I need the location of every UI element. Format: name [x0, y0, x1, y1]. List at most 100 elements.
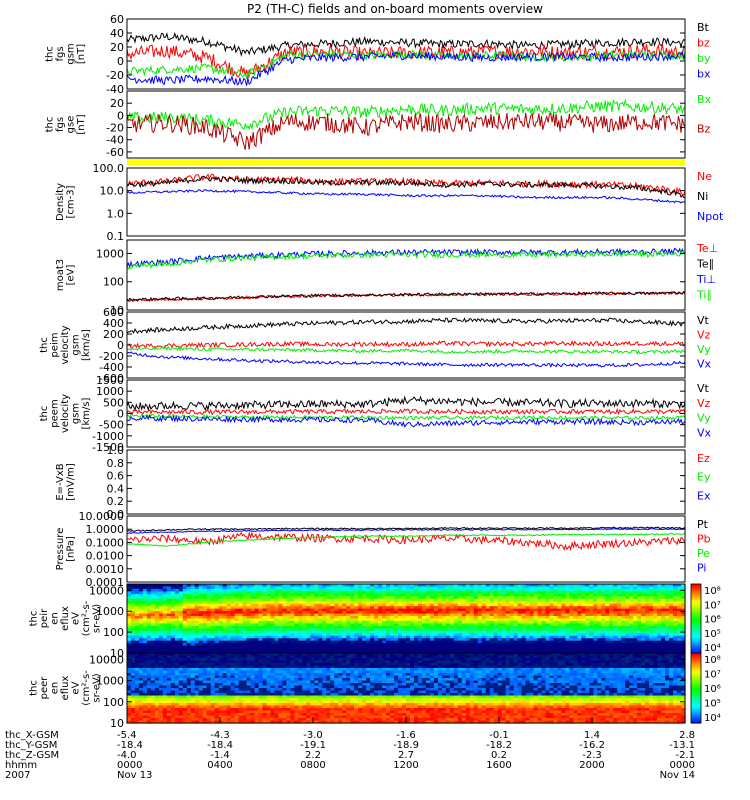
spectrogram-cell	[390, 643, 395, 647]
spectrogram-cell	[178, 710, 184, 714]
spectrogram-cell	[390, 598, 395, 602]
spectrogram-cell	[194, 645, 200, 649]
spectrogram-cell	[146, 715, 152, 719]
spectrogram-cell	[481, 628, 487, 632]
spectrogram-cell	[282, 611, 288, 615]
spectrogram-cell	[210, 584, 216, 588]
spectrogram-cell	[681, 623, 686, 627]
legend-label: Te⊥	[696, 242, 718, 255]
spectrogram-cell	[222, 653, 228, 657]
spectrogram-cell	[617, 606, 622, 610]
spectrogram-cell	[178, 688, 184, 692]
spectrogram-cell	[561, 616, 567, 620]
spectrogram-cell	[505, 640, 511, 644]
spectrogram-cell	[525, 618, 531, 622]
spectrogram-cell	[306, 648, 311, 652]
y-axis-label-line: [km/s]	[81, 397, 92, 429]
spectrogram-cell	[198, 720, 204, 724]
spectrogram-cell	[326, 628, 331, 632]
spectrogram-cell	[210, 593, 216, 597]
spectrogram-cell	[378, 598, 383, 602]
spectrogram-cell	[210, 680, 216, 684]
spectrogram-cell	[258, 606, 264, 610]
spectrogram-cell	[258, 633, 264, 637]
spectrogram-cell	[429, 635, 435, 639]
spectrogram-cell	[653, 616, 658, 620]
spectrogram-cell	[537, 643, 543, 647]
spectrogram-cell	[370, 620, 375, 625]
spectrogram-cell	[406, 643, 411, 647]
spectrogram-cell	[513, 620, 519, 625]
spectrogram-cell	[521, 645, 527, 649]
spectrogram-cell	[653, 596, 658, 600]
spectrogram-cell	[589, 623, 594, 627]
spectrogram-cell	[342, 623, 347, 627]
spectrogram-cell	[150, 650, 156, 654]
spectrogram-cell	[629, 640, 634, 644]
spectrogram-cell	[130, 695, 136, 699]
y-axis-label-line: [cm-3]	[65, 185, 76, 218]
spectrogram-cell	[178, 683, 184, 687]
spectrogram-cell	[549, 648, 555, 652]
spectrogram-cell	[497, 596, 503, 600]
spectrogram-cell	[673, 591, 678, 595]
legend-label: Ez	[697, 452, 710, 465]
spectrogram-cell	[350, 591, 355, 595]
spectrogram-cell	[190, 663, 196, 667]
spectrogram-cell	[298, 623, 303, 627]
spectrogram-cell	[633, 596, 638, 600]
spectrogram-cell	[641, 645, 646, 649]
y-tick-label: 0.0010	[86, 563, 125, 576]
spectrogram-cell	[202, 653, 208, 657]
spectrogram-cell	[501, 623, 507, 627]
spectrogram-cell	[130, 584, 136, 588]
spectrogram-cell	[637, 593, 642, 597]
spectrogram-cell	[661, 645, 666, 649]
spectrogram-cell	[437, 645, 443, 649]
spectrogram-cell	[127, 608, 132, 612]
spectrogram-cell	[453, 630, 459, 634]
spectrogram-cell	[218, 705, 224, 709]
spectrogram-cell	[421, 586, 427, 590]
spectrogram-cell	[565, 643, 571, 647]
spectrogram-cell	[266, 635, 272, 639]
spectrogram-cell	[250, 601, 256, 605]
spectrogram-cell	[134, 635, 140, 639]
spectrogram-cell	[521, 606, 527, 610]
spectrogram-cell	[573, 616, 578, 620]
spectrogram-cell	[158, 720, 164, 724]
spectrogram-cell	[517, 606, 523, 610]
spectrogram-cell	[445, 628, 451, 632]
spectrogram-cell	[649, 586, 654, 590]
spectrogram-cell	[374, 628, 379, 632]
spectrogram-cell	[270, 596, 276, 600]
spectrogram-cell	[198, 668, 204, 672]
spectrogram-cell	[557, 591, 563, 595]
spectrogram-cell	[174, 675, 180, 679]
spectrogram-cell	[338, 645, 343, 649]
spectrogram-cell	[278, 620, 284, 625]
spectrogram-cell	[326, 650, 331, 654]
spectrogram-cell	[585, 618, 590, 622]
spectrogram-cell	[645, 645, 650, 649]
spectrogram-cell	[465, 648, 471, 652]
spectrogram-cell	[222, 640, 228, 644]
spectrogram-cell	[146, 650, 152, 654]
spectrogram-cell	[282, 608, 288, 612]
spectrogram-cell	[489, 603, 495, 607]
spectrogram-cell	[629, 630, 634, 634]
spectrogram-cell	[370, 591, 375, 595]
spectrogram-cell	[194, 670, 200, 674]
spectrogram-cell	[402, 650, 407, 654]
spectrogram-cell	[425, 613, 431, 617]
spectrogram-cell	[334, 635, 339, 639]
spectrogram-cell	[266, 638, 272, 642]
spectrogram-cell	[553, 625, 559, 629]
spectrogram-cell	[218, 718, 224, 722]
spectrogram-cell	[577, 623, 582, 627]
spectrogram-cell	[617, 628, 622, 632]
spectrogram-cell	[573, 648, 578, 652]
spectrogram-cell	[394, 650, 399, 654]
spectrogram-cell	[238, 620, 244, 625]
spectrogram-cell	[681, 601, 686, 605]
